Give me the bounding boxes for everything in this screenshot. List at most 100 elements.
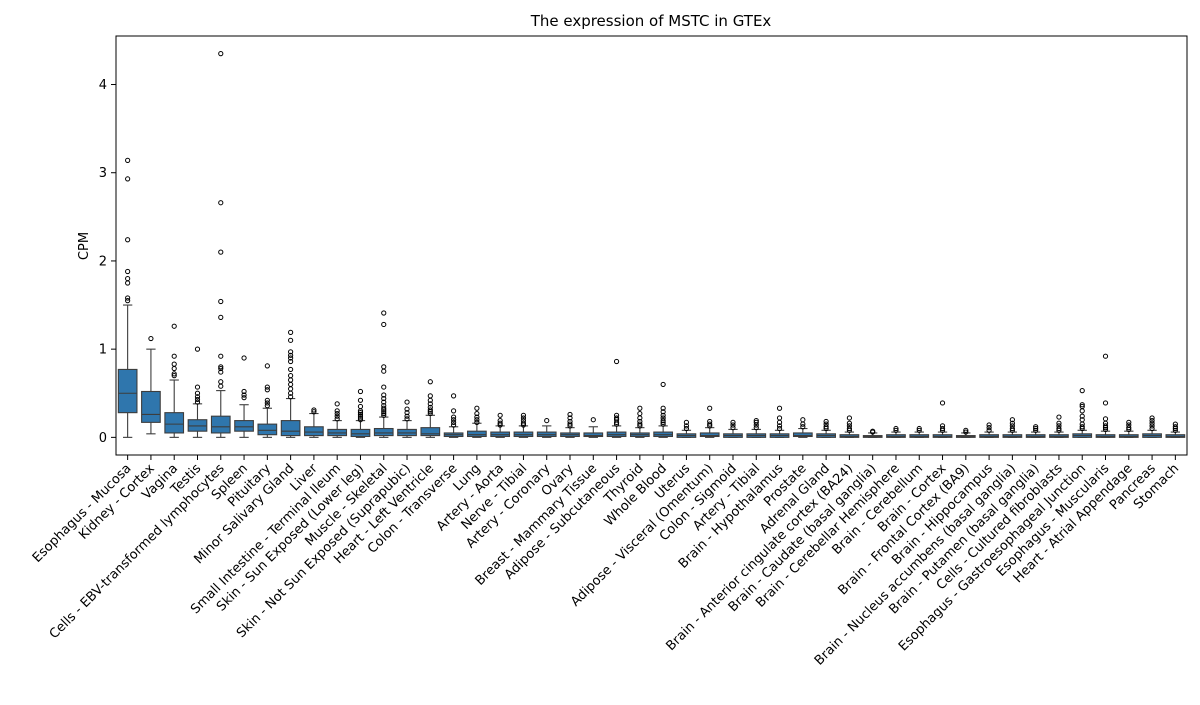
box-body — [420, 427, 441, 437]
outlier-point — [1079, 413, 1085, 419]
y-tick-label: 0 — [99, 431, 107, 446]
outlier-point — [264, 403, 270, 409]
outlier-point — [357, 411, 364, 418]
outlier-point — [730, 422, 736, 428]
outlier-point — [520, 420, 527, 426]
box-group-36 — [955, 427, 976, 438]
outlier-point — [567, 418, 573, 425]
x-tick-label: Esophagus - Mucosa — [30, 461, 135, 566]
box-body — [304, 426, 324, 437]
box-body — [467, 430, 487, 438]
outlier-point — [1172, 421, 1178, 427]
outlier-point — [474, 405, 480, 411]
outlier-point — [125, 295, 131, 301]
outlier-point — [381, 392, 387, 398]
box-group-10 — [350, 388, 371, 438]
box-body — [117, 368, 138, 414]
outlier-point — [288, 394, 294, 400]
outlier-point — [637, 410, 643, 417]
box-group-2 — [164, 323, 185, 438]
outlier-point — [1079, 408, 1085, 414]
outlier-point — [1149, 425, 1155, 432]
outlier-point — [357, 415, 364, 421]
outlier-point — [427, 393, 433, 399]
outlier-point — [474, 417, 480, 423]
outlier-point — [637, 421, 643, 427]
outlier-point — [381, 368, 387, 374]
box-group-25 — [699, 405, 720, 438]
outlier-point — [241, 392, 247, 398]
outlier-point — [450, 422, 457, 428]
outlier-point — [613, 415, 620, 421]
outlier-point — [637, 418, 643, 425]
outlier-point — [241, 388, 247, 395]
outlier-point — [986, 425, 992, 431]
outlier-point — [381, 412, 387, 418]
outlier-point — [288, 337, 294, 343]
outlier-point — [427, 407, 433, 413]
outlier-point — [357, 410, 364, 416]
outlier-point — [916, 427, 922, 433]
outlier-point — [1009, 417, 1015, 423]
outlier-point — [637, 405, 643, 411]
outlier-point — [264, 400, 270, 406]
outlier-point — [1079, 402, 1085, 408]
box-group-42 — [1095, 353, 1116, 438]
outlier-point — [1126, 419, 1132, 425]
outlier-point — [218, 364, 224, 370]
outlier-point — [148, 335, 154, 342]
box-group-5 — [234, 355, 254, 438]
outlier-point — [939, 423, 946, 429]
outlier-point — [520, 417, 527, 424]
outlier-point — [660, 412, 666, 418]
outlier-point — [357, 413, 364, 419]
outlier-point — [776, 423, 783, 429]
box-group-18 — [536, 417, 557, 438]
outlier-point — [520, 412, 527, 418]
outlier-point — [753, 425, 759, 431]
plot-frame — [115, 35, 1188, 456]
outlier-point — [730, 425, 736, 431]
boxes-layer — [117, 51, 1186, 438]
box-group-13 — [420, 379, 441, 438]
box-group-3 — [187, 346, 208, 438]
box-group-33 — [886, 425, 906, 438]
outlier-point — [218, 369, 224, 375]
box-group-35 — [932, 400, 953, 438]
outlier-point — [893, 427, 899, 433]
outlier-point — [241, 355, 247, 361]
box-group-30 — [816, 418, 836, 438]
box-body — [699, 432, 720, 438]
box-group-34 — [909, 425, 930, 438]
outlier-point — [870, 428, 876, 434]
outlier-point — [218, 51, 224, 57]
outlier-point — [218, 365, 224, 372]
outlier-point — [404, 416, 410, 422]
box-group-44 — [1142, 415, 1162, 438]
chart-title: The expression of MSTC in GTEx — [530, 12, 772, 30]
outlier-point — [125, 268, 131, 275]
outlier-point — [311, 407, 317, 413]
outlier-point — [125, 280, 131, 286]
outlier-point — [986, 422, 992, 428]
outlier-point — [823, 421, 829, 427]
outlier-point — [381, 364, 387, 370]
outlier-point — [1102, 423, 1109, 429]
outlier-point — [707, 405, 713, 411]
outlier-point — [823, 418, 829, 425]
outlier-point — [1056, 414, 1062, 420]
box-group-6 — [257, 363, 278, 438]
outlier-point — [474, 410, 480, 417]
box-group-9 — [327, 401, 348, 438]
outlier-point — [171, 373, 177, 379]
outlier-point — [241, 395, 247, 401]
outlier-point — [171, 361, 177, 367]
box-group-39 — [1025, 424, 1046, 438]
outlier-point — [846, 420, 853, 426]
box-group-21 — [606, 358, 627, 438]
outlier-point — [171, 365, 177, 372]
y-tick-label: 2 — [99, 254, 107, 269]
outlier-point — [288, 377, 294, 383]
